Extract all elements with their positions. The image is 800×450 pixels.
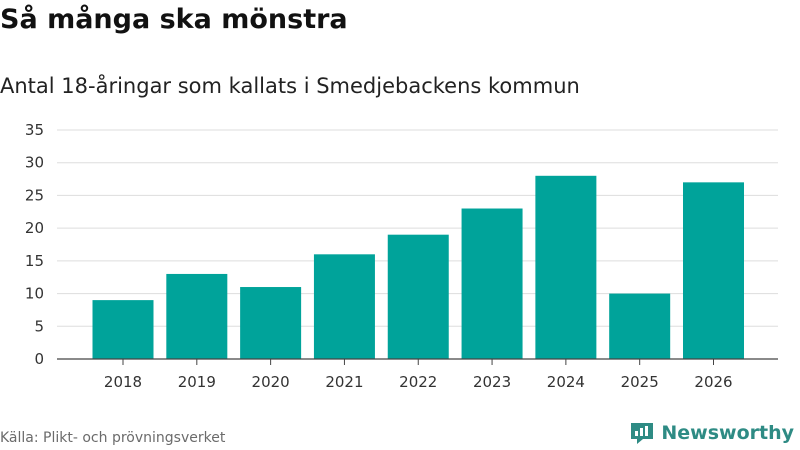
y-tick-label: 35: [25, 121, 44, 139]
y-tick-label: 30: [25, 154, 44, 172]
bar: [314, 254, 375, 359]
bar: [683, 182, 744, 359]
newsworthy-chart-icon: [629, 420, 655, 446]
y-tick-label: 20: [25, 219, 44, 237]
x-tick-label: 2018: [104, 373, 142, 391]
bar: [535, 176, 596, 359]
bar: [166, 274, 227, 359]
x-tick-label: 2019: [178, 373, 216, 391]
x-tick-label: 2025: [621, 373, 659, 391]
bar: [609, 294, 670, 359]
x-tick-label: 2022: [399, 373, 437, 391]
y-tick-label: 5: [34, 317, 44, 335]
bar: [388, 235, 449, 359]
bar: [93, 300, 154, 359]
source-note: Källa: Plikt- och prövningsverket: [0, 430, 225, 446]
x-tick-label: 2024: [547, 373, 585, 391]
bar: [240, 287, 301, 359]
x-tick-label: 2021: [325, 373, 363, 391]
x-tick-label: 2020: [252, 373, 290, 391]
bar: [462, 209, 523, 359]
y-tick-label: 15: [25, 252, 44, 270]
y-tick-label: 0: [34, 350, 44, 368]
y-tick-label: 25: [25, 186, 44, 204]
y-tick-label: 10: [25, 285, 44, 303]
newsworthy-logo: Newsworthy: [629, 420, 794, 446]
x-tick-label: 2026: [694, 373, 732, 391]
x-tick-label: 2023: [473, 373, 511, 391]
brand-name: Newsworthy: [661, 422, 794, 444]
